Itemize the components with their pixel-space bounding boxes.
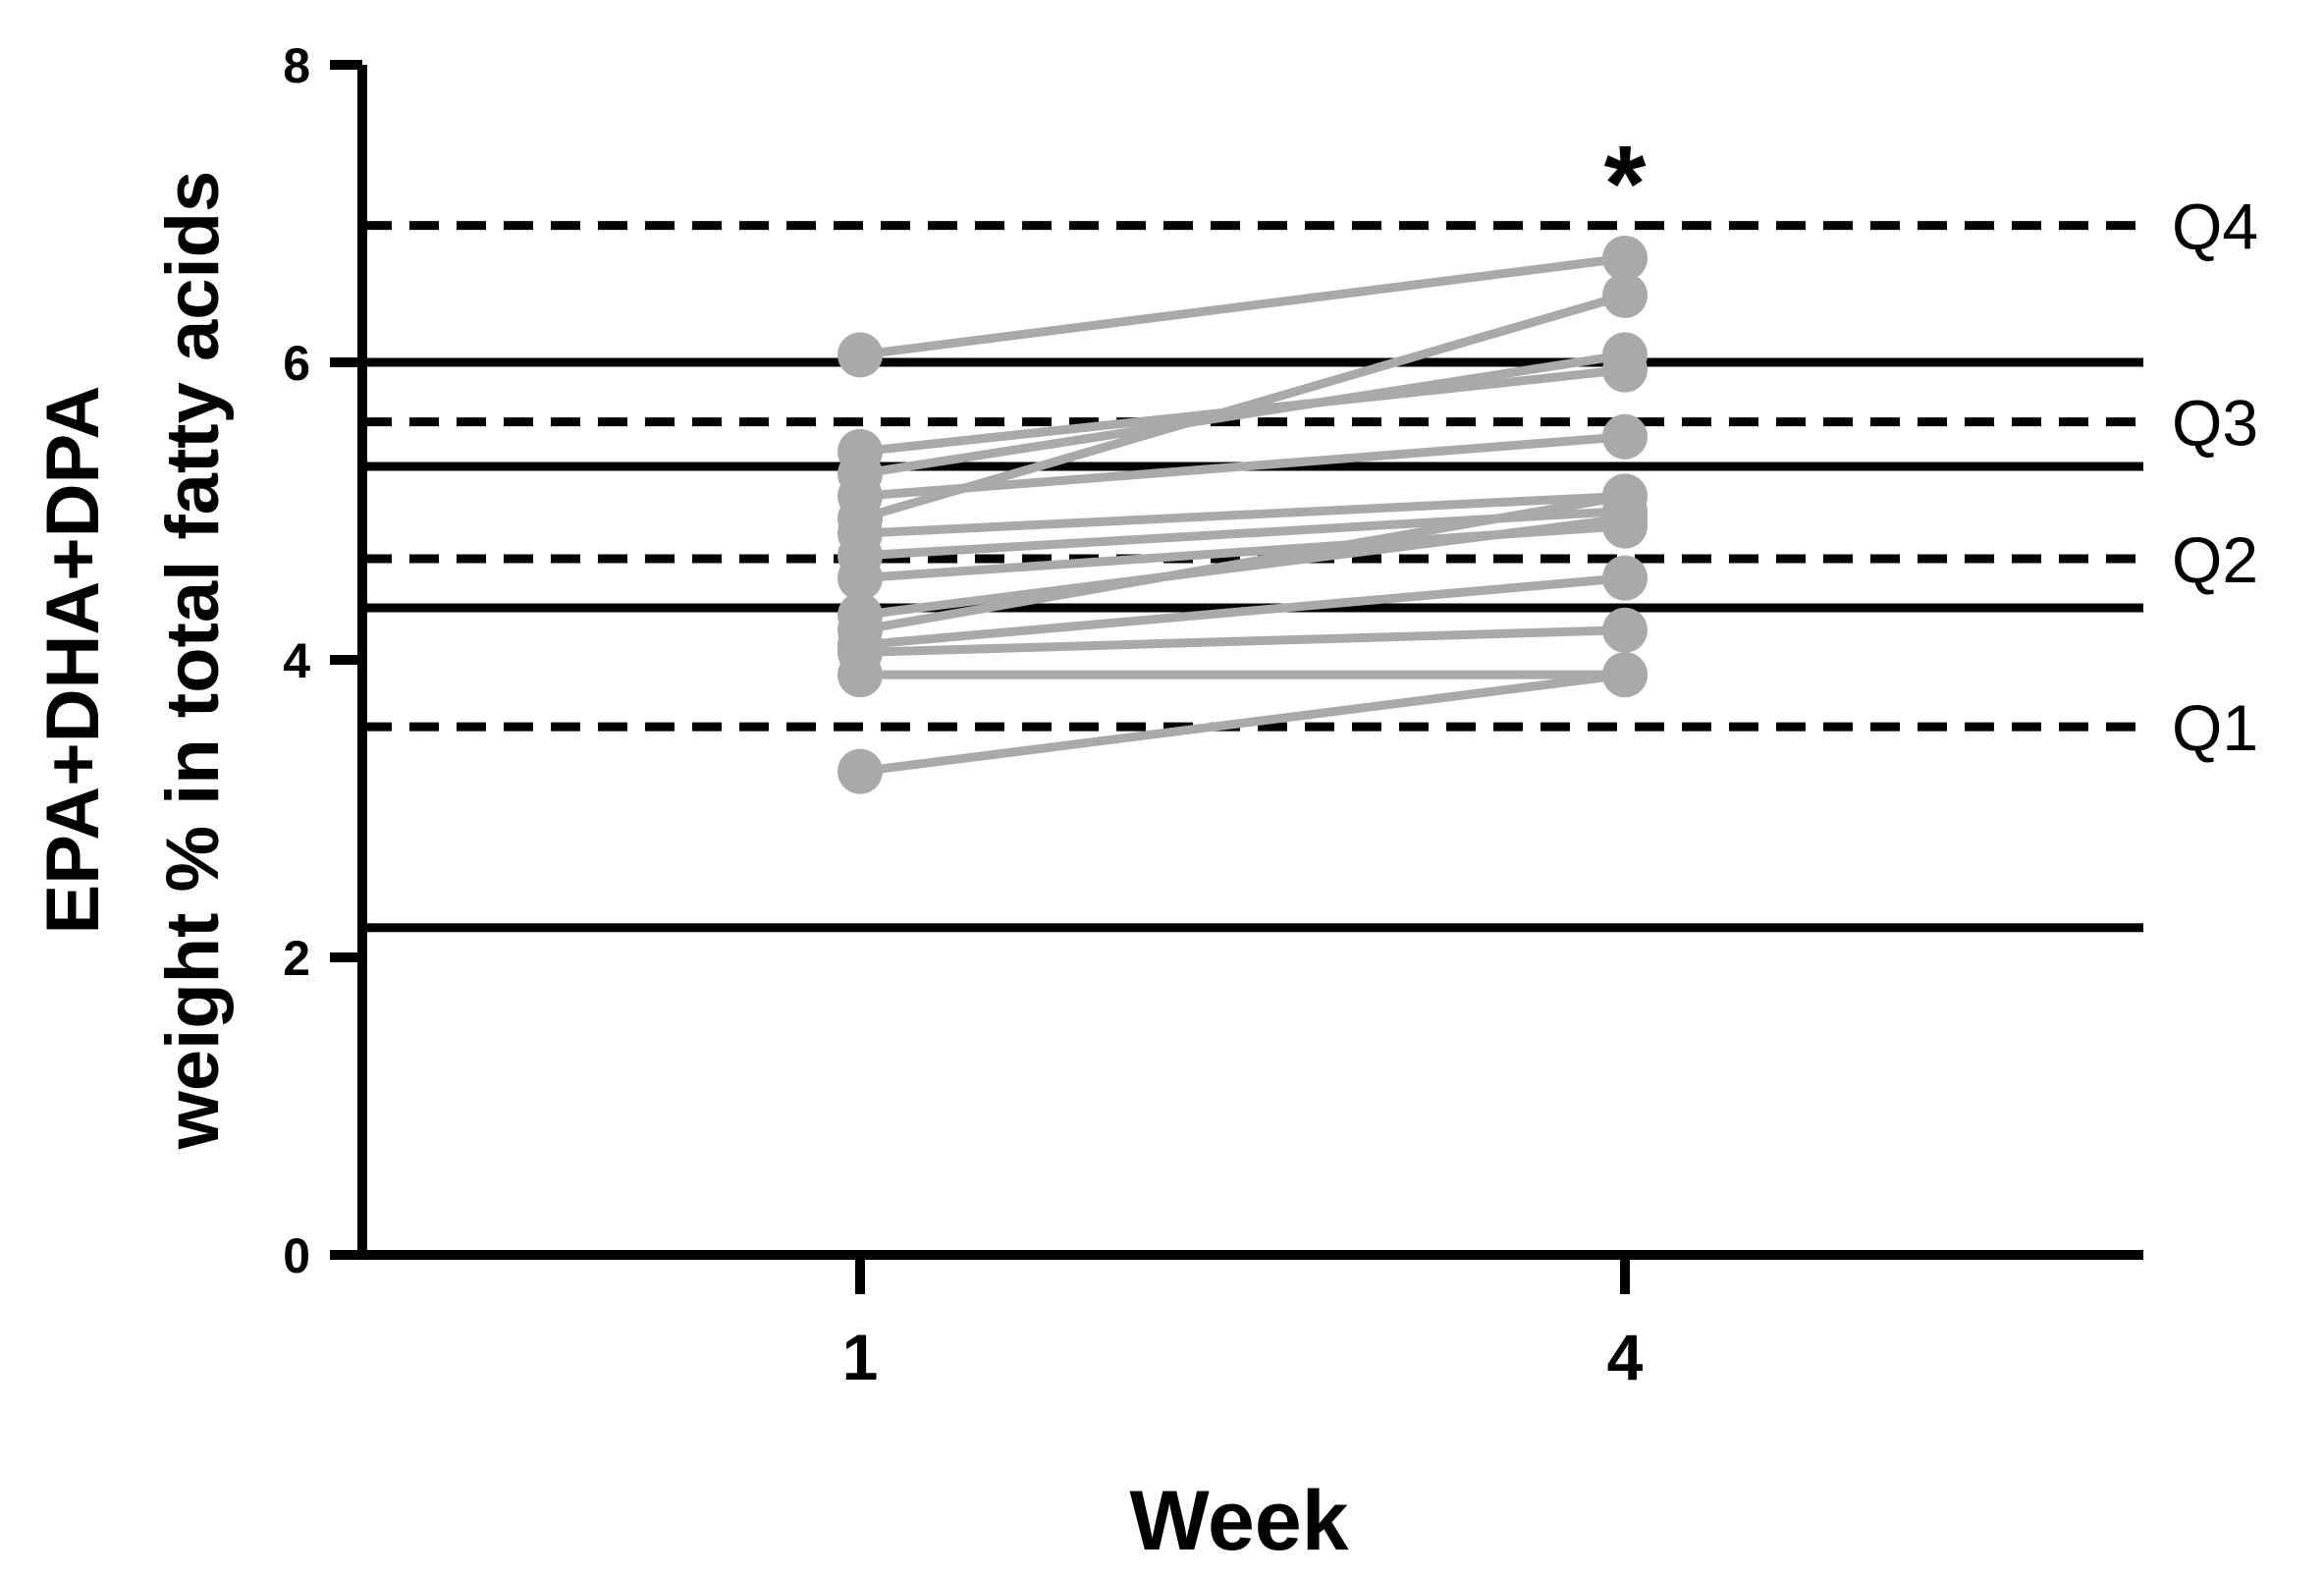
series-line-3: [859, 350, 1626, 479]
series-line-5: [858, 291, 1627, 523]
data-point-13-1: [838, 652, 883, 698]
data-point-4-4: [1602, 413, 1648, 460]
x-tick-label-1: 1: [842, 1321, 879, 1393]
y-tick-label-0: 0: [283, 1228, 310, 1283]
data-point-14-4: [1602, 652, 1648, 698]
subject-series-3: [838, 332, 1648, 497]
y-axis-title-line-1: EPA+DHA+DPA: [31, 386, 115, 935]
quartile-label-q2: Q2: [2172, 523, 2258, 596]
series-layer: [838, 235, 1648, 794]
data-point-5-4: [1602, 272, 1648, 318]
data-point-10-4: [1602, 473, 1648, 519]
y-tick-label-4: 4: [283, 633, 310, 688]
quartile-label-q3: Q3: [2172, 387, 2258, 460]
y-tick-label-6: 6: [283, 336, 310, 391]
y-axis-title-line-2: weight % in total fatty acids: [151, 171, 235, 1151]
axes: [357, 65, 2143, 1260]
subject-series-12: [838, 607, 1648, 676]
quartile-labels: Q1 Q2 Q3 Q4: [2172, 190, 2258, 765]
data-point-14-1: [838, 748, 883, 794]
subject-series-14: [838, 652, 1648, 794]
data-point-1-4: [1602, 235, 1648, 281]
y-tick-label-8: 8: [283, 38, 310, 93]
x-tick-label-4: 4: [1607, 1321, 1644, 1393]
reference-lines: [362, 221, 2143, 933]
series-line-4: [859, 432, 1626, 501]
quartile-label-q4: Q4: [2172, 190, 2258, 263]
data-point-8-1: [838, 555, 883, 601]
data-point-3-4: [1602, 332, 1648, 378]
series-line-11: [859, 573, 1626, 650]
subject-series-1: [838, 235, 1648, 378]
series-line-6: [859, 491, 1626, 538]
y-ticks: 0 2 4 6 8: [283, 38, 362, 1283]
quartile-label-q1: Q1: [2172, 691, 2258, 764]
series-line-12: [859, 625, 1626, 657]
series-line-14: [859, 670, 1626, 777]
data-point-12-4: [1602, 607, 1648, 653]
series-line-1: [859, 253, 1626, 359]
significance-asterisk: *: [1604, 124, 1647, 245]
x-axis-title: Week: [1129, 1474, 1348, 1568]
data-point-1-1: [838, 332, 883, 378]
y-tick-label-2: 2: [283, 931, 310, 986]
data-point-11-4: [1602, 555, 1648, 601]
series-line-10: [859, 491, 1626, 635]
